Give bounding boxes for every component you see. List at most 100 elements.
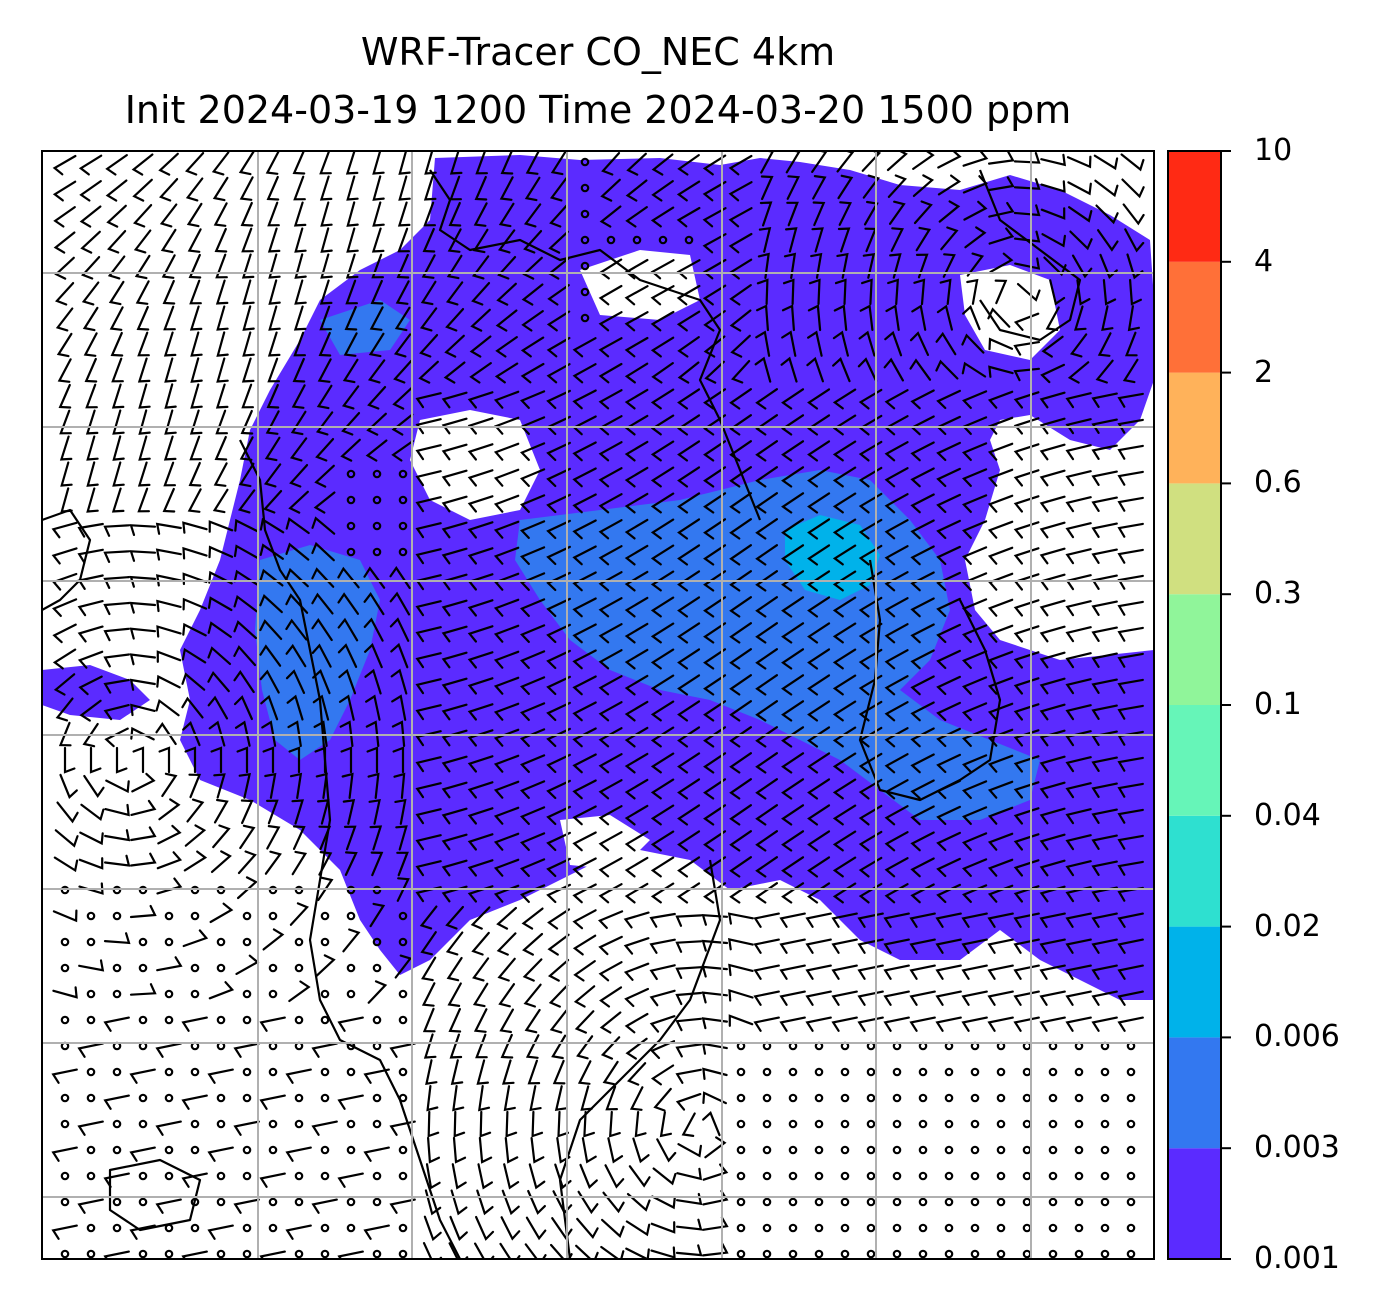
wind-barb [677, 388, 701, 410]
wind-barb [1117, 860, 1144, 876]
wind-barb [807, 804, 831, 826]
wind-barb [425, 1059, 438, 1086]
calm-wind-marker [164, 1093, 174, 1103]
calm-wind-marker [112, 1223, 122, 1233]
wind-barb [755, 726, 778, 748]
wind-barb [629, 1086, 644, 1111]
colorbar-tick-label: 0.3 [1254, 576, 1302, 612]
wind-barb [190, 383, 203, 409]
wind-barb [832, 570, 857, 592]
wind-barb [500, 151, 514, 175]
wind-barb [935, 990, 962, 1006]
calm-wind-marker [814, 1067, 824, 1077]
wind-barb [467, 469, 494, 487]
wind-barb [77, 625, 104, 643]
wind-barb [1091, 938, 1118, 954]
wind-barb [314, 464, 335, 488]
wind-barb [936, 727, 961, 748]
wind-barb [467, 417, 494, 435]
wind-barb [1117, 808, 1144, 824]
wind-barb [182, 521, 208, 534]
wind-barb [755, 466, 778, 488]
calm-wind-marker [892, 1119, 902, 1129]
calm-wind-marker [216, 937, 226, 947]
wind-barb [936, 519, 961, 540]
wind-barb [158, 152, 179, 176]
wind-barb [346, 201, 359, 227]
wind-barb [241, 383, 254, 409]
calm-wind-marker [398, 1093, 408, 1103]
wind-barb [729, 804, 752, 826]
wind-barb [1073, 305, 1087, 331]
wind-barb [467, 443, 494, 461]
wind-barb [1117, 756, 1144, 772]
wind-barb [105, 779, 130, 794]
wind-barb [1091, 808, 1118, 824]
wind-barb [467, 495, 494, 513]
wind-barb [138, 383, 151, 409]
wind-barb [805, 990, 832, 1006]
wind-barb [650, 206, 675, 228]
wind-barb [729, 778, 752, 800]
calm-wind-marker [1100, 1171, 1110, 1181]
wind-barb [937, 174, 962, 196]
wind-barb [598, 337, 623, 358]
calm-wind-marker [762, 1171, 772, 1181]
wind-barb [341, 412, 361, 436]
wind-barb [398, 151, 411, 175]
wind-barb [703, 778, 727, 800]
wind-barb [188, 773, 202, 799]
wind-barb [936, 545, 961, 566]
wind-barb [807, 882, 831, 904]
wind-barb [427, 1110, 440, 1138]
wind-barb [572, 337, 597, 358]
wind-barb [987, 650, 1014, 669]
wind-barb [52, 598, 78, 617]
calm-wind-marker [372, 1093, 382, 1103]
wind-barb [392, 746, 405, 774]
wind-barb [755, 544, 778, 566]
wind-barb [883, 990, 910, 1006]
wind-barb [55, 697, 74, 722]
wind-barb [650, 259, 675, 280]
wind-barb [572, 597, 597, 618]
wind-barb [467, 547, 494, 565]
wind-barb [858, 882, 883, 904]
wind-barb [393, 333, 412, 358]
wind-barb [155, 1042, 182, 1058]
wind-barb [548, 230, 569, 254]
wind-barb [677, 622, 701, 644]
wind-barb [703, 648, 727, 670]
wind-barb [1039, 938, 1066, 954]
wind-barb [936, 779, 961, 800]
wind-barb [987, 964, 1014, 980]
wind-barb [161, 772, 178, 798]
colorbar-tick-label: 0.02 [1254, 908, 1321, 944]
wind-barb [189, 279, 202, 305]
wind-barb [238, 772, 252, 799]
wind-barb [215, 409, 228, 435]
wind-barb [598, 467, 623, 488]
calm-wind-marker [762, 1223, 772, 1233]
wind-barb [341, 385, 360, 410]
wind-barb [779, 1016, 806, 1032]
wind-barb [675, 1068, 702, 1084]
wind-barb [909, 990, 936, 1006]
wind-barb [396, 253, 410, 279]
wind-barb [448, 201, 462, 227]
wind-barb [311, 1042, 338, 1058]
wind-barb [988, 201, 1015, 218]
wind-barb [293, 175, 306, 201]
calm-wind-marker [1074, 1223, 1084, 1233]
wind-barb [963, 200, 988, 221]
wind-barb [781, 570, 805, 592]
wind-barb [497, 256, 517, 280]
wind-barb [634, 1111, 647, 1138]
wind-barb [910, 727, 935, 748]
calm-wind-marker [164, 911, 174, 921]
wind-barb [650, 882, 675, 904]
wind-barb [415, 782, 442, 799]
wind-barb [501, 1059, 515, 1085]
wind-barb [831, 912, 858, 928]
calm-wind-marker [580, 287, 590, 297]
